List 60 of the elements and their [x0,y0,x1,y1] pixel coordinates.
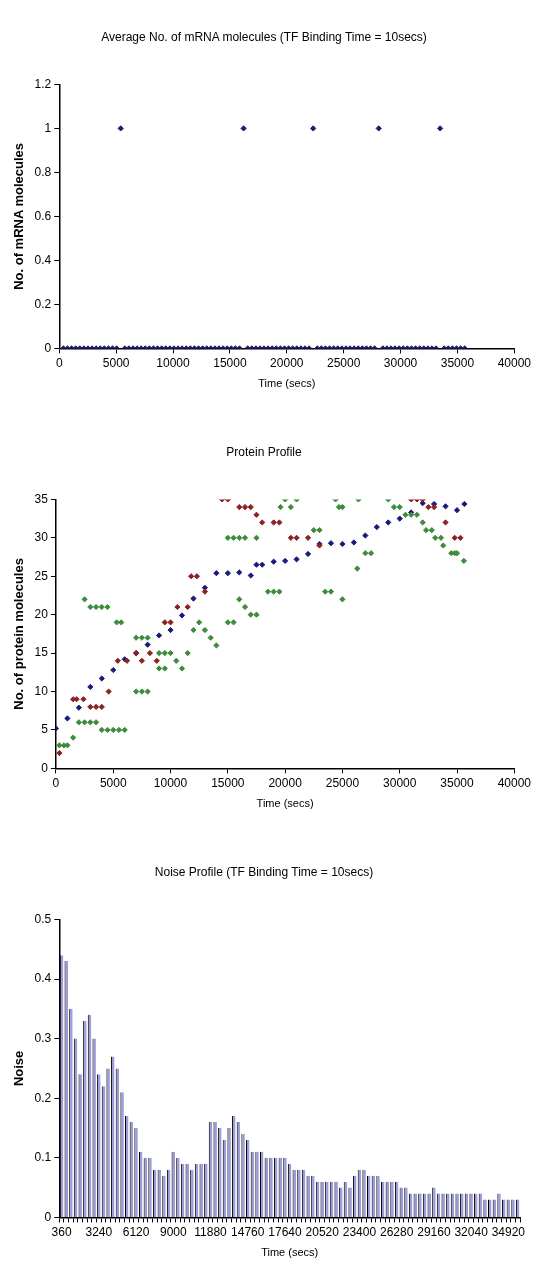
x-tick-label: 23400 [342,1224,377,1239]
x-tick-label: 10000 [156,355,191,370]
y-tick-label: 30 [34,530,49,545]
y-tick-label: 0.8 [34,164,52,179]
x-tick-label: 3240 [85,1224,113,1239]
y-axis-title: No. of mRNA molecules [11,142,27,290]
chart-title: Protein Profile [226,444,303,459]
y-tick-label: 0 [41,760,49,775]
y-tick-label: 0.1 [34,1150,52,1165]
y-tick-label: 0.4 [34,971,52,986]
y-tick-label: 0.6 [34,208,52,223]
x-tick-label: 25000 [325,775,360,790]
y-tick-label: 0 [44,1209,52,1224]
y-axis-title: Noise [11,1050,27,1087]
x-tick-label: 30000 [383,355,418,370]
y-tick-label: 0.2 [34,296,52,311]
y-axis-title: No. of protein molecules [11,558,27,710]
x-tick-label: 34920 [491,1224,526,1239]
x-axis-title: Time (secs) [256,797,314,810]
x-tick-label: 32040 [454,1224,489,1239]
x-tick-label: 40000 [497,355,532,370]
y-tick-label: 0.4 [34,252,52,267]
x-tick-label: 5000 [99,775,127,790]
y-tick-label: 15 [34,645,49,660]
y-tick-label: 1 [44,120,52,135]
y-tick-label: 0.3 [34,1030,52,1045]
chart-title: Average No. of mRNA molecules (TF Binding Time = 10secs) [101,29,427,44]
y-tick-label: 0 [44,340,52,355]
y-tick-label: 25 [34,568,49,583]
y-tick-label: 35 [34,491,49,506]
x-tick-label: 17640 [268,1224,302,1239]
x-tick-label: 11880 [194,1224,228,1239]
x-tick-label: 14760 [231,1224,265,1239]
chart-title: Noise Profile (TF Binding Time = 10secs) [154,864,374,879]
y-tick-label: 10 [34,683,49,698]
x-tick-label: 29160 [417,1224,451,1239]
x-tick-label: 6120 [122,1224,150,1239]
x-tick-label: 0 [55,355,63,370]
y-tick-label: 0.2 [34,1090,52,1105]
x-tick-label: 10000 [153,775,188,790]
y-tick-label: 1.2 [34,76,52,91]
x-tick-label: 40000 [497,775,532,790]
x-tick-label: 30000 [383,775,417,790]
x-tick-label: 9000 [159,1224,187,1239]
x-axis-title: Time (secs) [261,1246,319,1259]
x-tick-label: 20000 [268,775,303,790]
y-tick-label: 5 [41,722,49,737]
x-tick-label: 20520 [305,1224,340,1239]
x-axis-title: Time (secs) [258,377,316,390]
x-tick-label: 26280 [379,1224,414,1239]
x-tick-label: 35000 [440,775,475,790]
x-tick-label: 20000 [270,355,304,370]
x-tick-label: 25000 [326,355,361,370]
x-tick-label: 5000 [102,355,130,370]
x-tick-label: 15000 [211,775,245,790]
x-tick-label: 360 [51,1224,72,1239]
y-tick-label: 20 [34,607,49,621]
x-tick-label: 15000 [213,355,247,370]
y-tick-label: 0.5 [34,911,52,926]
x-tick-label: 35000 [440,355,475,370]
